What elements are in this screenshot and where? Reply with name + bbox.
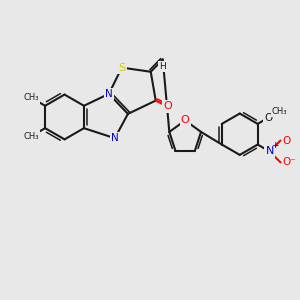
Text: O: O: [264, 113, 272, 123]
Text: O: O: [163, 101, 172, 111]
Text: N: N: [105, 89, 113, 99]
Text: CH₃: CH₃: [272, 107, 287, 116]
Text: +: +: [271, 141, 278, 150]
Text: H: H: [159, 62, 166, 71]
Text: O: O: [283, 136, 291, 146]
Text: N: N: [266, 146, 274, 156]
Text: CH₃: CH₃: [24, 93, 39, 102]
Text: O⁻: O⁻: [283, 158, 297, 167]
Text: S: S: [118, 63, 125, 73]
Text: O: O: [181, 116, 190, 125]
Text: CH₃: CH₃: [24, 132, 39, 141]
Text: N: N: [111, 133, 118, 143]
